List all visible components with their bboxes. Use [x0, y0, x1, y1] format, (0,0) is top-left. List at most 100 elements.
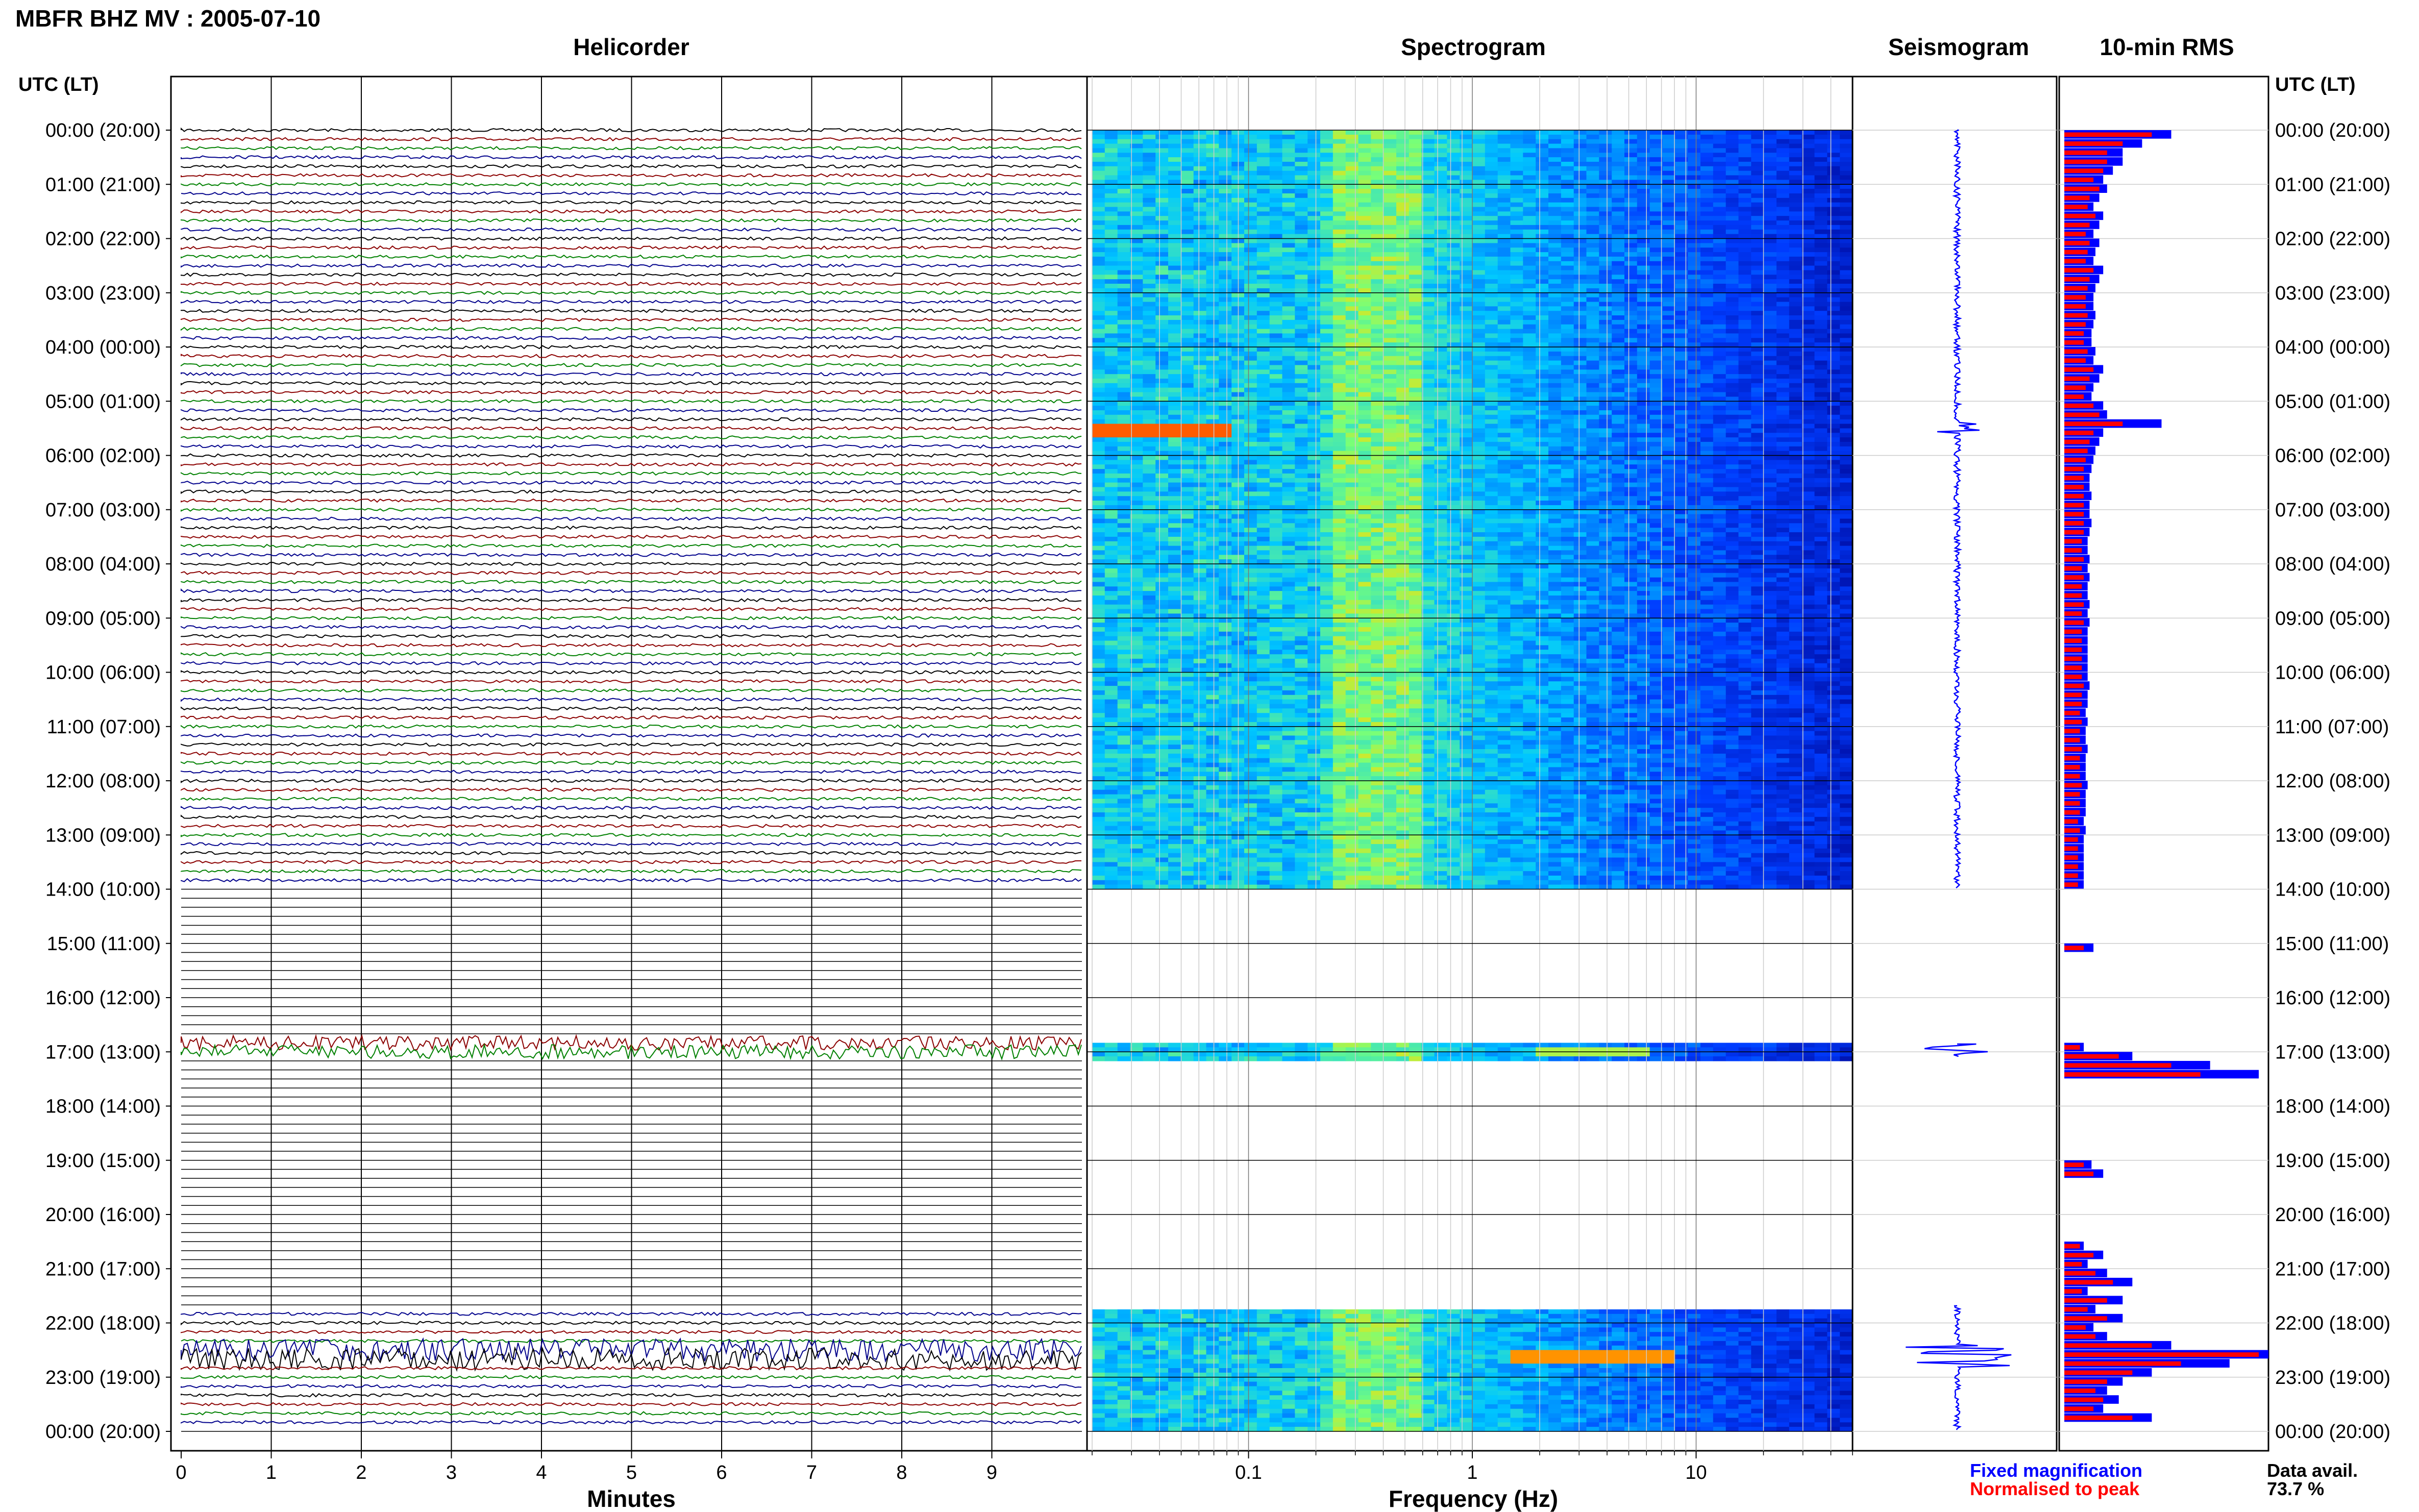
spectrogram-cell	[1789, 324, 1803, 330]
spectrogram-cell	[1586, 279, 1599, 284]
spectrogram-cell	[1573, 428, 1587, 433]
spectrogram-cell	[1384, 419, 1397, 425]
spectrogram-cell	[1599, 478, 1612, 483]
spectrogram-cell	[1548, 437, 1562, 442]
spectrogram-cell	[1168, 134, 1181, 140]
spectrogram-cell	[1282, 351, 1295, 357]
spectrogram-cell	[1637, 229, 1650, 235]
spectrogram-cell	[1472, 284, 1486, 289]
spectrogram-cell	[1827, 333, 1840, 338]
spectrogram-cell	[1662, 451, 1675, 456]
spectrogram-cell	[1320, 220, 1334, 226]
spectrogram-cell	[1688, 288, 1701, 293]
helicorder-trace	[181, 787, 1082, 792]
spectrogram-cell	[1738, 157, 1751, 162]
spectrogram-cell	[1738, 189, 1751, 194]
spectrogram-cell	[1586, 482, 1599, 488]
spectrogram-cell	[1713, 139, 1726, 144]
helicorder-trace	[181, 1330, 1082, 1334]
spectrogram-cell	[1434, 347, 1447, 352]
spectrogram-cell	[1396, 446, 1410, 452]
spectrogram-cell	[1180, 419, 1194, 425]
spectrogram-cell	[1447, 414, 1460, 420]
spectrogram-cell	[1523, 197, 1536, 203]
spectrogram-cell	[1725, 473, 1739, 479]
spectrogram-cell	[1269, 319, 1283, 325]
spectrogram-cell	[1472, 297, 1486, 303]
spectrogram-cell	[1130, 365, 1143, 370]
spectrogram-cell	[1599, 342, 1612, 348]
spectrogram-cell	[1396, 130, 1410, 135]
spectrogram-cell	[1269, 360, 1283, 366]
spectrogram-cell	[1358, 153, 1371, 158]
spectrogram-cell	[1814, 419, 1828, 425]
spectrogram-cell	[1485, 491, 1498, 497]
spectrogram-cell	[1193, 189, 1207, 194]
spectrogram-cell	[1523, 157, 1536, 162]
spectrogram-cell	[1688, 216, 1701, 221]
spectrogram-cell	[1434, 446, 1447, 452]
spectrogram-cell	[1130, 347, 1143, 352]
spectrogram-cell	[1282, 175, 1295, 180]
spectrogram-cell	[1206, 202, 1219, 208]
spectrogram-cell	[1751, 134, 1764, 140]
spectrogram-cell	[1713, 433, 1726, 438]
spectrogram-cell	[1168, 306, 1181, 311]
spectrogram-cell	[1599, 265, 1612, 271]
spectrogram-cell	[1827, 216, 1840, 221]
spectrogram-cell	[1548, 175, 1562, 180]
spectrogram-cell	[1104, 437, 1118, 442]
spectrogram-cell	[1688, 184, 1701, 189]
spectrogram-cell	[1523, 383, 1536, 388]
spectrogram-cell	[1573, 433, 1587, 438]
spectrogram-cell	[1675, 473, 1688, 479]
spectrogram-cell	[1332, 247, 1346, 253]
spectrogram-cell	[1586, 469, 1599, 474]
spectrogram-cell	[1485, 374, 1498, 379]
spectrogram-cell	[1637, 153, 1650, 158]
spectrogram-cell	[1384, 451, 1397, 456]
spectrogram-cell	[1675, 275, 1688, 280]
spectrogram-cell	[1155, 265, 1169, 271]
spectrogram-cell	[1460, 216, 1473, 221]
spectrogram-cell	[1713, 414, 1726, 420]
spectrogram-cell	[1624, 342, 1638, 348]
spectrogram-cell	[1510, 433, 1523, 438]
spectrogram-cell	[1345, 184, 1359, 189]
spectrogram-cell	[1434, 189, 1447, 194]
spectrogram-cell	[1345, 270, 1359, 275]
spectrogram-cell	[1219, 284, 1232, 289]
spectrogram-cell	[1447, 473, 1460, 479]
spectrogram-cell	[1345, 256, 1359, 262]
spectrogram-cell	[1345, 396, 1359, 402]
spectrogram-cell	[1675, 139, 1688, 144]
spectrogram-cell	[1332, 451, 1346, 456]
spectrogram-cell	[1460, 379, 1473, 384]
spectrogram-cell	[1586, 487, 1599, 492]
spectrogram-cell	[1282, 157, 1295, 162]
spectrogram-cell	[1320, 356, 1334, 361]
spectrogram-cell	[1586, 356, 1599, 361]
spectrogram-cell	[1244, 396, 1257, 402]
spectrogram-cell	[1155, 369, 1169, 375]
spectrogram-cell	[1104, 170, 1118, 176]
spectrogram-cell	[1206, 284, 1219, 289]
spectrogram-cell	[1371, 451, 1384, 456]
spectrogram-cell	[1143, 451, 1156, 456]
spectrogram-cell	[1447, 487, 1460, 492]
spectrogram-cell	[1827, 324, 1840, 330]
spectrogram-cell	[1206, 428, 1219, 433]
spectrogram-cell	[1256, 238, 1270, 243]
spectrogram-cell	[1536, 288, 1549, 293]
spectrogram-cell	[1180, 482, 1194, 488]
spectrogram-cell	[1282, 392, 1295, 397]
spectrogram-cell	[1143, 324, 1156, 330]
spectrogram-cell	[1434, 170, 1447, 176]
spectrogram-cell	[1180, 347, 1194, 352]
spectrogram-cell	[1421, 446, 1435, 452]
spectrogram-cell	[1193, 175, 1207, 180]
spectrogram-cell	[1776, 338, 1790, 343]
spectrogram-cell	[1497, 433, 1511, 438]
spectrogram-cell	[1751, 319, 1764, 325]
spectrogram-cell	[1789, 170, 1803, 176]
